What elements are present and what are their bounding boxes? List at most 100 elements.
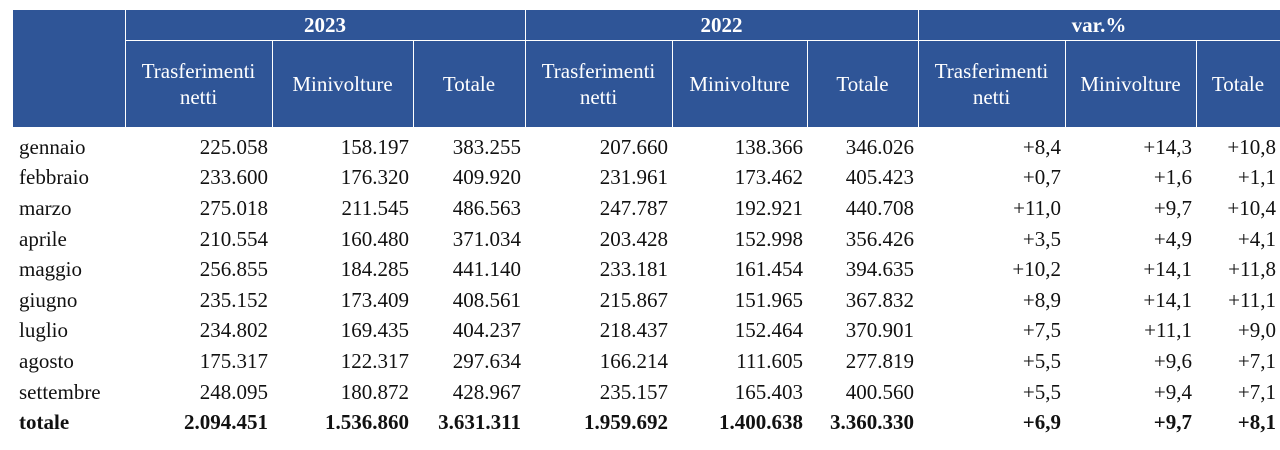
total-value-cell: 2.094.451 xyxy=(184,410,268,435)
month-label: gennaio xyxy=(19,134,86,159)
value-cell: 370.901 xyxy=(845,318,914,343)
header-corner-cell xyxy=(13,9,126,128)
value-cell: 203.428 xyxy=(599,226,668,251)
table-row: giugno 235.152 173.409 408.561 215.867 151.96… xyxy=(13,285,1280,316)
value-cell: 165.403 xyxy=(734,379,803,404)
total-value-cell: +9,7 xyxy=(1153,410,1192,435)
table-row: maggio 256.855 184.285 441.140 233.181 161.45… xyxy=(13,254,1280,285)
value-cell: 356.426 xyxy=(845,226,914,251)
value-cell: 428.967 xyxy=(452,379,521,404)
value-cell: 367.832 xyxy=(845,287,914,312)
value-cell: 122.317 xyxy=(340,348,409,373)
header-column-row: Trasferimenti netti Minivolture Totale T… xyxy=(13,40,1280,128)
value-cell: 161.454 xyxy=(734,257,803,282)
month-label: agosto xyxy=(19,348,74,373)
column-header: Minivolture xyxy=(1064,40,1197,128)
column-header: Trasferimenti netti xyxy=(524,40,673,128)
value-cell: +4,9 xyxy=(1153,226,1192,251)
value-cell: 405.423 xyxy=(845,165,914,190)
value-cell: 173.409 xyxy=(340,287,409,312)
value-cell: 218.437 xyxy=(599,318,668,343)
value-cell: +1,6 xyxy=(1153,165,1192,190)
value-cell: +7,5 xyxy=(1022,318,1061,343)
column-header: Totale xyxy=(806,40,919,128)
value-cell: 247.787 xyxy=(599,195,668,220)
column-header: Totale xyxy=(412,40,526,128)
value-cell: 275.018 xyxy=(199,195,268,220)
value-cell: 404.237 xyxy=(452,318,521,343)
value-cell: 207.660 xyxy=(599,134,668,159)
value-cell: 441.140 xyxy=(452,257,521,282)
value-cell: +7,1 xyxy=(1237,348,1276,373)
value-cell: 235.152 xyxy=(199,287,268,312)
column-header: Minivolture xyxy=(271,40,414,128)
value-cell: +8,4 xyxy=(1022,134,1061,159)
value-cell: 297.634 xyxy=(452,348,521,373)
header-group-2023: 2023 xyxy=(124,9,526,41)
value-cell: +4,1 xyxy=(1237,226,1276,251)
value-cell: +11,8 xyxy=(1228,257,1276,282)
data-table-container: 2023 2022 var.% Trasferimenti netti Mini… xyxy=(13,9,1280,438)
registrations-table: 2023 2022 var.% Trasferimenti netti Mini… xyxy=(13,9,1280,438)
value-cell: 371.034 xyxy=(452,226,521,251)
column-header: Minivolture xyxy=(671,40,808,128)
value-cell: 231.961 xyxy=(599,165,668,190)
value-cell: 176.320 xyxy=(340,165,409,190)
value-cell: 138.366 xyxy=(734,134,803,159)
value-cell: 277.819 xyxy=(845,348,914,373)
value-cell: 409.920 xyxy=(452,165,521,190)
column-header: Totale xyxy=(1195,40,1280,128)
value-cell: +9,0 xyxy=(1237,318,1276,343)
value-cell: +9,7 xyxy=(1153,195,1192,220)
total-row: totale 2.094.451 1.536.860 3.631.311 1.959.6… xyxy=(13,407,1280,438)
value-cell: 235.157 xyxy=(599,379,668,404)
table-row: agosto 175.317 122.317 297.634 166.214 111.60… xyxy=(13,346,1280,377)
month-label: luglio xyxy=(19,318,69,343)
value-cell: 383.255 xyxy=(452,134,521,159)
value-cell: 400.560 xyxy=(845,379,914,404)
value-cell: 215.867 xyxy=(599,287,668,312)
value-cell: 192.921 xyxy=(734,195,803,220)
table-row: febbraio 233.600 176.320 409.920 231.961 173.… xyxy=(13,163,1280,194)
value-cell: +9,6 xyxy=(1153,348,1192,373)
total-label: totale xyxy=(19,410,70,435)
month-label: giugno xyxy=(19,287,78,312)
header-group-var: var.% xyxy=(917,9,1280,41)
value-cell: 225.058 xyxy=(199,134,268,159)
total-value-cell: +6,9 xyxy=(1022,410,1061,435)
column-header: Trasferimenti netti xyxy=(124,40,273,128)
value-cell: +11,1 xyxy=(1144,318,1192,343)
value-cell: 248.095 xyxy=(199,379,268,404)
value-cell: 152.998 xyxy=(734,226,803,251)
table-row: gennaio 225.058 158.197 383.255 207.660 138.3… xyxy=(13,128,1280,163)
value-cell: +14,1 xyxy=(1143,287,1192,312)
value-cell: +8,9 xyxy=(1022,287,1061,312)
value-cell: 180.872 xyxy=(340,379,409,404)
value-cell: 440.708 xyxy=(845,195,914,220)
total-value-cell: 3.360.330 xyxy=(830,410,914,435)
total-value-cell: +8,1 xyxy=(1237,410,1276,435)
month-label: aprile xyxy=(19,226,67,251)
table-row: aprile 210.554 160.480 371.034 203.428 152.99… xyxy=(13,224,1280,255)
value-cell: 184.285 xyxy=(340,257,409,282)
value-cell: +14,3 xyxy=(1143,134,1192,159)
value-cell: 408.561 xyxy=(452,287,521,312)
total-value-cell: 1.400.638 xyxy=(719,410,803,435)
total-value-cell: 3.631.311 xyxy=(438,410,521,435)
value-cell: +10,4 xyxy=(1227,195,1276,220)
value-cell: 256.855 xyxy=(199,257,268,282)
table-row: settembre 248.095 180.872 428.967 235.157 165… xyxy=(13,377,1280,408)
value-cell: +11,1 xyxy=(1228,287,1276,312)
value-cell: +10,8 xyxy=(1227,134,1276,159)
value-cell: 233.181 xyxy=(599,257,668,282)
value-cell: +1,1 xyxy=(1237,165,1276,190)
month-label: febbraio xyxy=(19,165,89,190)
header-group-row: 2023 2022 var.% xyxy=(13,9,1280,128)
column-header: Trasferimenti netti xyxy=(917,40,1066,128)
value-cell: +14,1 xyxy=(1143,257,1192,282)
value-cell: +0,7 xyxy=(1022,165,1061,190)
value-cell: 234.802 xyxy=(199,318,268,343)
value-cell: +5,5 xyxy=(1022,379,1061,404)
header-group-2022: 2022 xyxy=(524,9,919,41)
table-body: gennaio 225.058 158.197 383.255 207.660 138.3… xyxy=(13,128,1280,438)
